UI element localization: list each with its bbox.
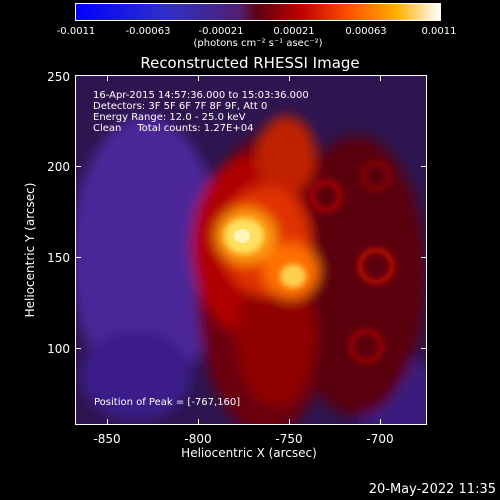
time-range: 16-Apr-2015 14:57:36.000 to 15:03:36.000 (93, 90, 309, 101)
colorbar-units: (photons cm⁻² s⁻¹ asec⁻²) (193, 38, 323, 49)
x-tick-mark (289, 419, 290, 425)
image-plot (75, 75, 427, 425)
colorbar-tick: -0.00021 (198, 26, 244, 37)
peak-position: Position of Peak = [-767,160] (94, 397, 241, 408)
clean-counts: Clean Total counts: 1.27E+04 (93, 123, 254, 134)
timestamp: 20-May-2022 11:35 (368, 482, 496, 497)
y-tick-label: 200 (47, 160, 70, 174)
rhessi-image (76, 76, 426, 424)
y-tick-mark (75, 348, 81, 349)
detectors: Detectors: 3F 5F 6F 7F 8F 9F, Att 0 (93, 101, 268, 112)
x-tick-mark (198, 419, 199, 425)
y-tick-mark (421, 257, 427, 258)
colorbar-tick: 0.00021 (273, 26, 315, 37)
x-tick-mark (289, 75, 290, 81)
y-tick-label: 100 (47, 342, 70, 356)
x-tick-label: -700 (366, 432, 394, 446)
image-info: 16-Apr-2015 14:57:36.000 to 15:03:36.000… (93, 90, 309, 134)
colorbar-tick: 0.0011 (421, 26, 457, 37)
x-tick-mark (380, 75, 381, 81)
colorbar-tick: 0.00063 (345, 26, 387, 37)
x-tick-mark (107, 419, 108, 425)
x-tick-mark (198, 75, 199, 81)
y-axis-label: Heliocentric Y (arcsec) (23, 182, 37, 318)
y-tick-mark (421, 75, 427, 76)
plot-title: Reconstructed RHESSI Image (140, 54, 360, 72)
x-tick-label: -750 (275, 432, 303, 446)
colorbar-tick: -0.00063 (125, 26, 171, 37)
y-tick-mark (75, 257, 81, 258)
colorbar-frame (75, 3, 441, 21)
y-tick-mark (75, 166, 81, 167)
x-tick-mark (380, 419, 381, 425)
x-tick-label: -850 (93, 432, 121, 446)
y-tick-label: 250 (47, 70, 70, 84)
colorbar-tick: -0.0011 (56, 26, 96, 37)
y-tick-mark (421, 348, 427, 349)
y-tick-mark (75, 75, 81, 76)
x-tick-label: -800 (184, 432, 212, 446)
x-axis-label: Heliocentric X (arcsec) (181, 446, 317, 460)
y-tick-label: 150 (47, 251, 70, 265)
colorbar (75, 3, 440, 20)
y-tick-mark (421, 166, 427, 167)
x-tick-mark (107, 75, 108, 81)
energy-range: Energy Range: 12.0 - 25.0 keV (93, 112, 246, 123)
